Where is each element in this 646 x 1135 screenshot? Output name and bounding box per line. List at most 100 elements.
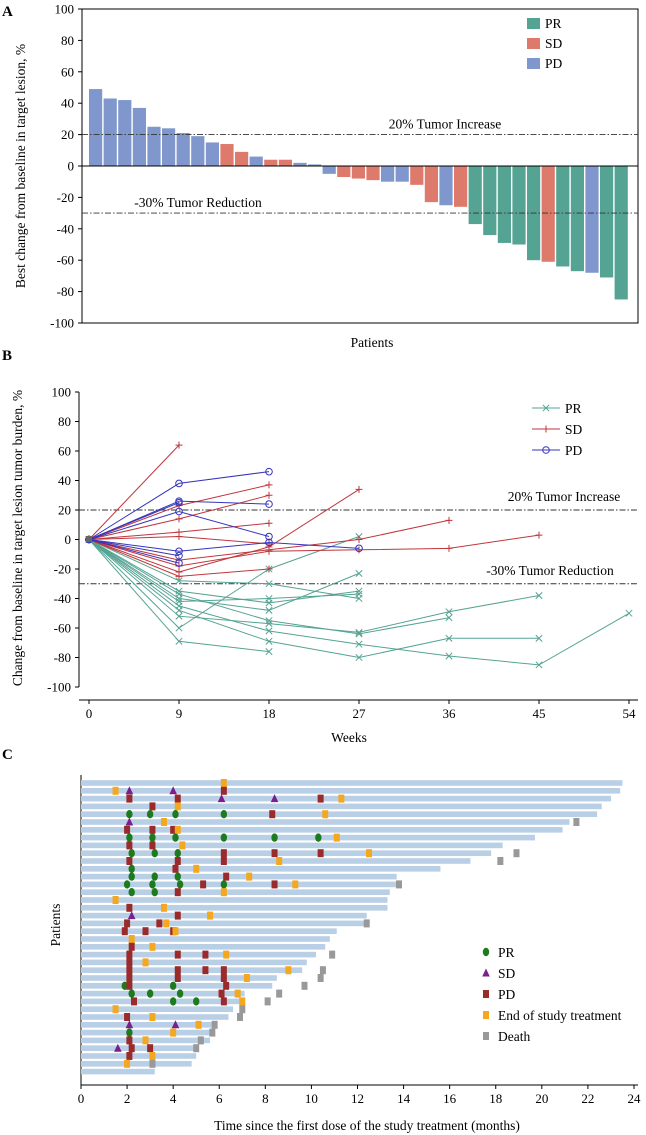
panel-b-pr-marker <box>265 627 273 635</box>
panel-b-sd-marker <box>355 546 363 554</box>
panel-a-bar <box>614 166 628 300</box>
panel-a-bar <box>147 126 161 166</box>
panel-a-legend-swatch <box>527 18 540 29</box>
panel-b-pr-marker <box>265 648 273 656</box>
panel-a-bar <box>439 166 453 206</box>
panel-c-legend-label: End of study treatment <box>498 1008 622 1023</box>
panel-b-sd-marker <box>355 536 363 543</box>
panel-b-pr-marker <box>265 594 273 603</box>
panel-a-bar <box>89 89 103 166</box>
panel-c-pr-marker <box>151 888 158 897</box>
panel-b-xtick-label: 54 <box>623 706 637 721</box>
panel-c-pd-marker <box>126 974 133 982</box>
panel-a-bar <box>176 133 190 166</box>
panel-c-death-marker <box>193 1044 200 1053</box>
panel-c-pd-marker <box>174 888 181 897</box>
panel-b-ytick-label: 60 <box>58 444 71 459</box>
panel-a-ytick-label: -60 <box>57 253 74 268</box>
panel-c-xtick-label: 12 <box>351 1091 364 1106</box>
panel-b-pr-marker <box>535 634 543 642</box>
panel-c-death-marker <box>317 974 324 982</box>
panel-b-series-line <box>88 539 539 659</box>
panel-b-series-line <box>88 510 270 540</box>
panel-c-end-treatment-marker <box>124 1059 131 1068</box>
panel-c-end-treatment-marker <box>112 896 119 904</box>
panel-c-pr-marker <box>193 997 200 1006</box>
panel-c-death-marker <box>573 818 580 826</box>
panel-c-pd-marker <box>147 1044 154 1053</box>
panel-a-bar <box>351 166 365 179</box>
panel-c-end-treatment-marker <box>142 958 149 967</box>
panel-c-patient-bar <box>81 827 563 833</box>
panel-c-patient-bar <box>81 881 397 888</box>
panel-b-sd-marker <box>445 544 453 552</box>
panel-c-end-treatment-marker <box>276 857 283 865</box>
panel-a-bar <box>264 159 278 166</box>
panel-b-pr-marker <box>445 652 453 660</box>
panel-b-ref-label-increase: 20% Tumor Increase <box>508 489 620 504</box>
panel-a-legend-label: PD <box>545 56 563 71</box>
panel-c-pr-marker <box>220 880 228 889</box>
panel-c-end-treatment-marker <box>322 810 329 819</box>
panel-c-sd-marker <box>127 911 136 920</box>
panel-c-pd-marker <box>220 974 227 982</box>
panel-c-pr-marker <box>176 989 184 998</box>
panel-c-end-treatment-marker <box>338 794 345 803</box>
panel-b-ytick-label: 100 <box>52 385 72 400</box>
panel-c-pr-marker <box>172 833 179 842</box>
panel-b-pr-marker <box>175 612 183 620</box>
panel-a-ytick-label: 100 <box>55 2 75 17</box>
panel-c-end-treatment-marker <box>142 1036 149 1045</box>
panel-c-sd-marker <box>217 794 226 803</box>
panel-b-series-line <box>88 444 180 540</box>
panel-b-sd-marker <box>175 441 183 449</box>
panel-c-pd-marker <box>174 974 181 982</box>
panel-c-pd-marker <box>128 942 135 951</box>
panel-a-ref-label-increase: 20% Tumor Increase <box>389 117 501 132</box>
panel-a-bar <box>162 128 176 166</box>
panel-b-series-line <box>88 471 270 540</box>
panel-c-patient-bar <box>81 795 611 802</box>
panel-c-patient-bar <box>81 842 503 849</box>
panel-c-pd-marker <box>126 966 133 975</box>
panel-a-bar <box>424 166 438 203</box>
panel-c-label: C <box>2 747 13 763</box>
panel-c-pd-marker <box>126 950 133 959</box>
panel-b-series-line <box>88 502 180 540</box>
panel-c-legend-label: Death <box>498 1029 530 1044</box>
panel-c-pd-marker <box>124 1013 131 1021</box>
panel-a-legend-swatch <box>527 58 540 69</box>
panel-b-pr-marker <box>175 587 183 595</box>
panel-c-pr-marker <box>149 833 156 842</box>
panel-b-sd-marker <box>265 519 273 527</box>
panel-c-legend-label: SD <box>498 966 516 981</box>
panel-b-sd-marker <box>265 540 273 548</box>
panel-b-ytick-label: 80 <box>58 414 71 429</box>
panel-a-bar <box>132 107 146 166</box>
panel-c-patient-bar <box>81 897 388 903</box>
panel-a-bar <box>410 166 424 185</box>
panel-b-pd-marker <box>265 467 273 476</box>
panel-c-pd-marker <box>202 950 209 959</box>
panel-c-pd-marker <box>200 880 207 889</box>
panel-b-pr-marker <box>175 637 183 645</box>
panel-c-patient-bar <box>81 936 330 942</box>
panel-c-death-marker <box>497 857 504 865</box>
panel-b-xtick-label: 9 <box>176 706 183 721</box>
panel-c-legend-label: PR <box>498 945 515 960</box>
panel-a-bar <box>585 166 599 273</box>
panel-c-end-treatment-marker <box>163 919 170 928</box>
panel-c-patient-bar <box>81 788 621 794</box>
panel-c-patient-bar <box>81 990 245 997</box>
panel-b-pr-marker <box>355 590 363 598</box>
panel-c-legend-symbol <box>482 968 490 977</box>
panel-b-ytick-label: -20 <box>54 562 71 577</box>
panel-c-death-marker <box>264 997 271 1006</box>
panel-b-pd-marker <box>265 500 273 508</box>
panel-c-pd-marker <box>149 802 156 811</box>
panel-c-pd-marker <box>271 849 278 858</box>
panel-c-xtick-label: 24 <box>628 1091 642 1106</box>
panel-b-sd-marker <box>265 547 273 555</box>
panel-c-death-marker <box>363 919 370 928</box>
panel-b-series-line <box>88 539 180 557</box>
